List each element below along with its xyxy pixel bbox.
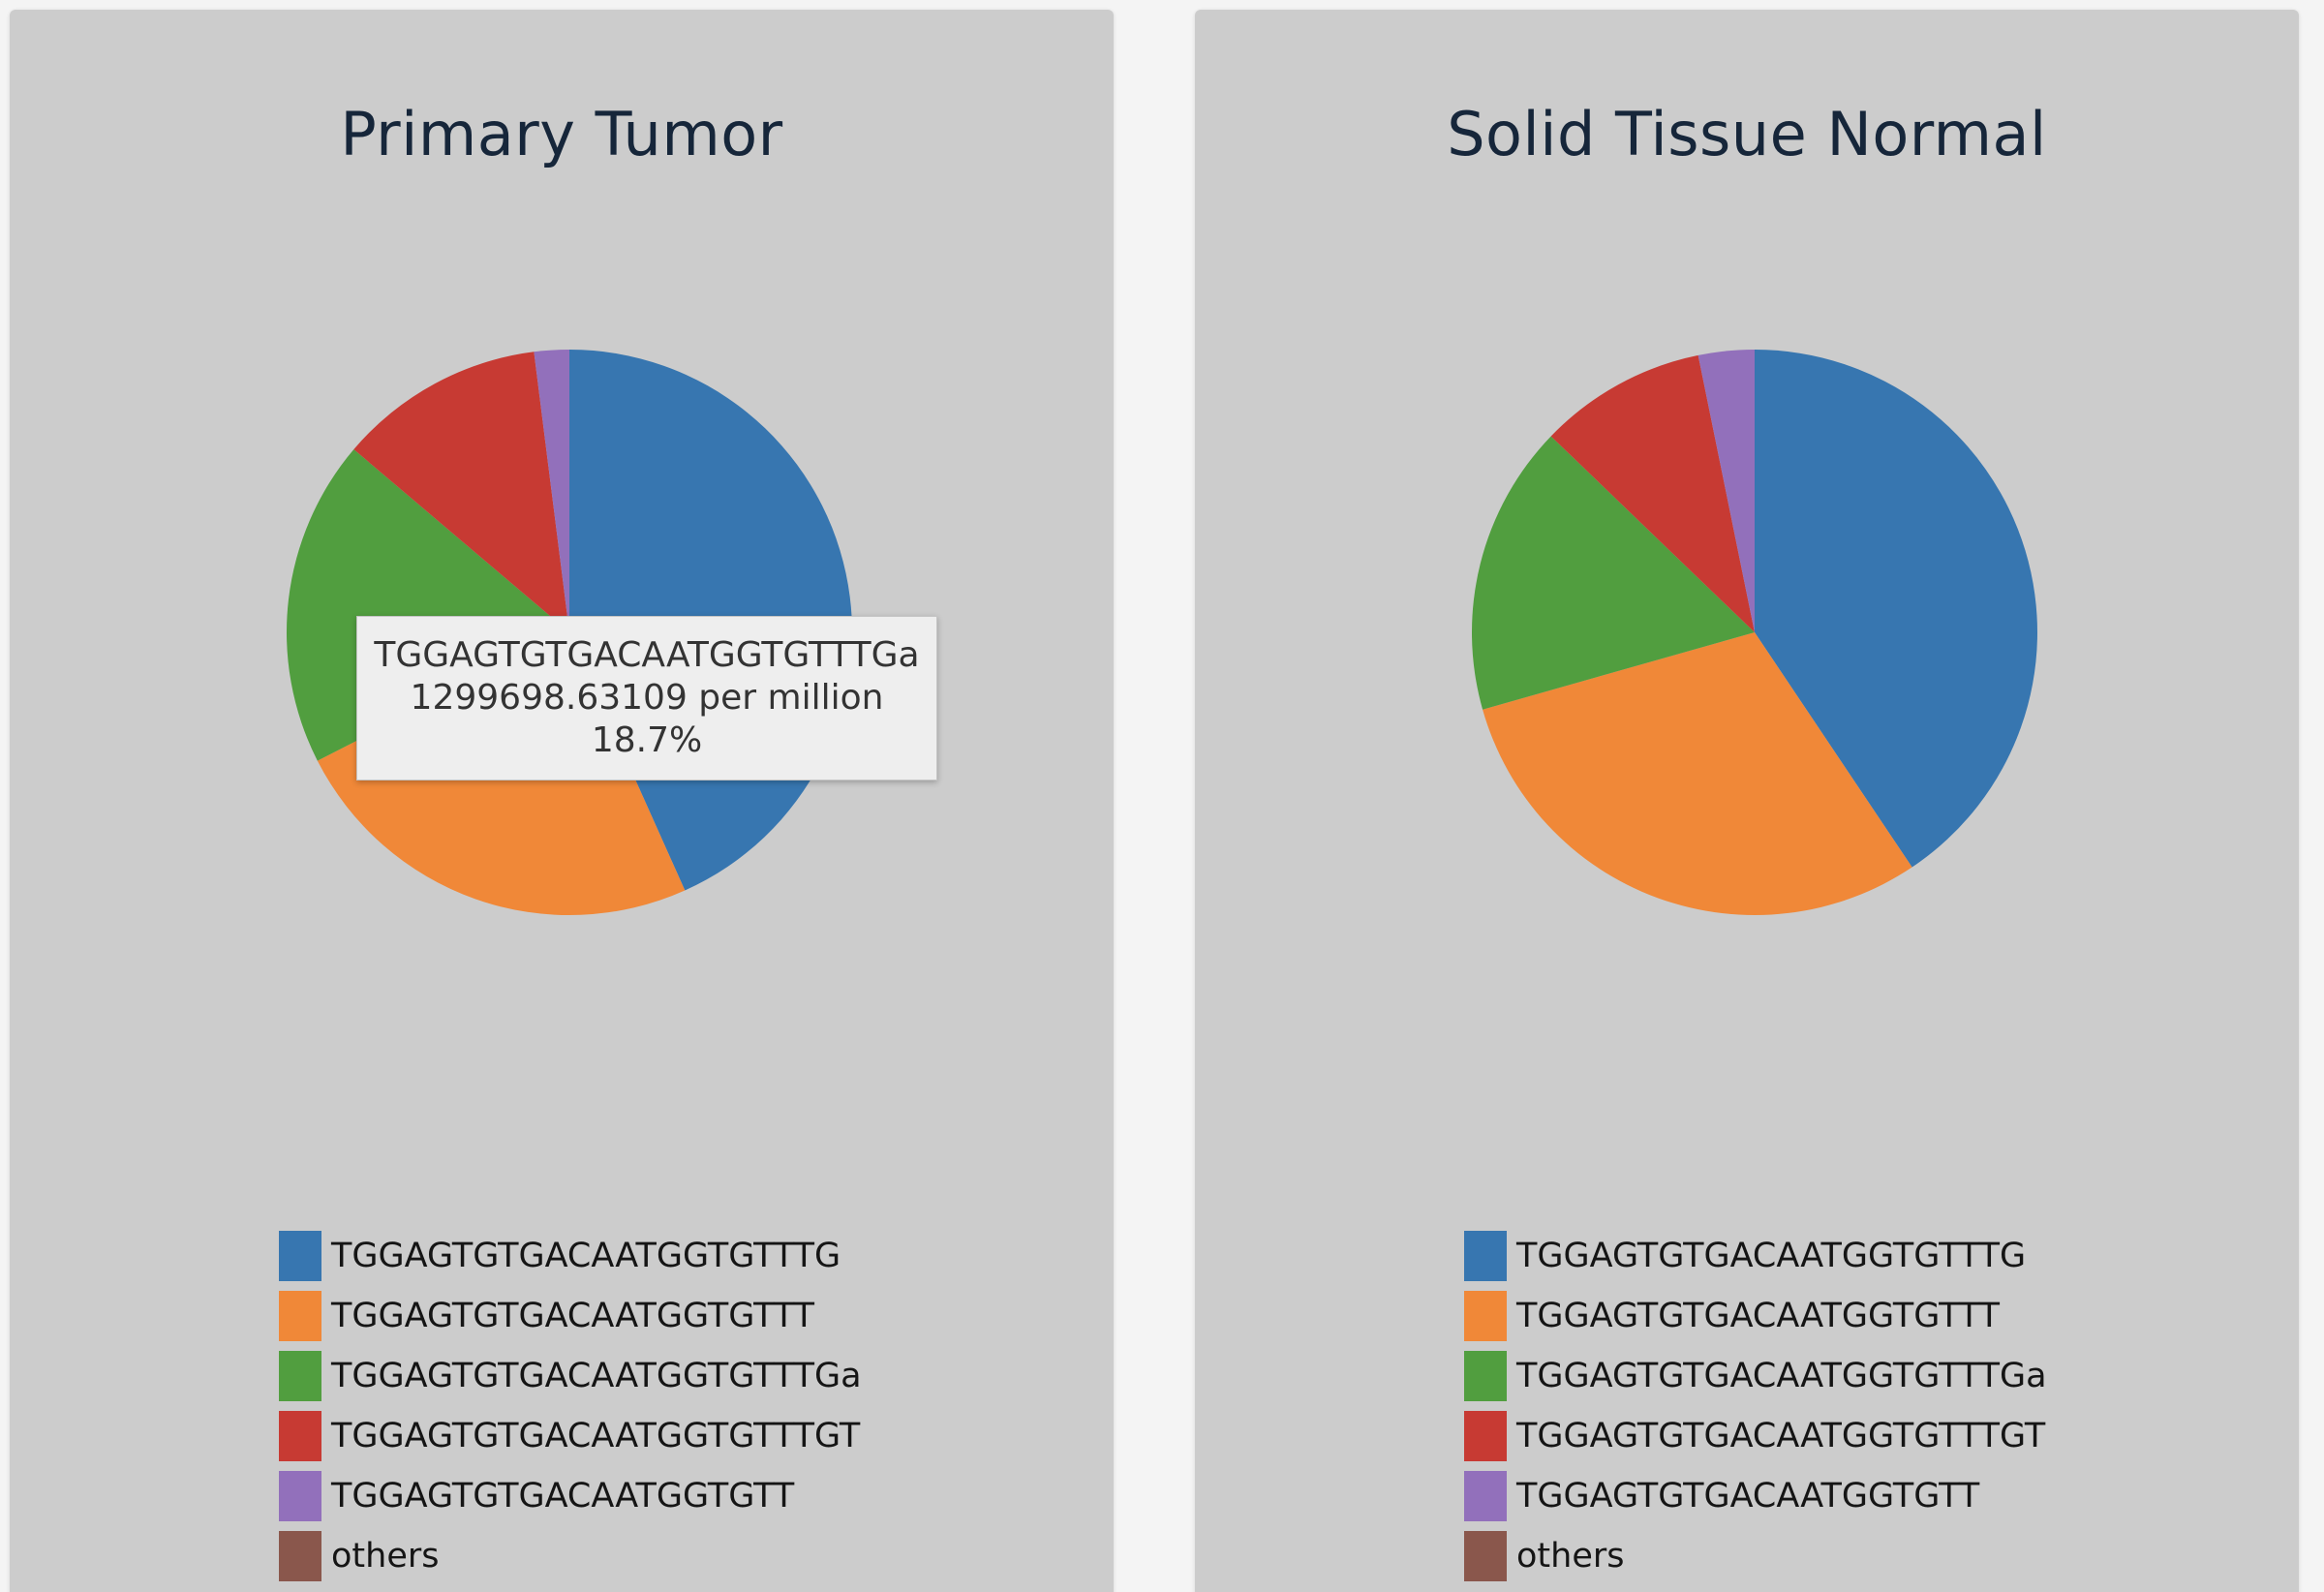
pie-slice[interactable] xyxy=(1550,354,1755,632)
legend-item[interactable]: others xyxy=(1464,1526,2047,1586)
chart-title: Solid Tissue Normal xyxy=(1447,99,2047,169)
legend-swatch xyxy=(1464,1531,1507,1581)
legend-item[interactable]: TGGAGTGTGACAATGGTGTT xyxy=(279,1466,862,1526)
legend-item[interactable]: TGGAGTGTGACAATGGTGTTTGa xyxy=(1464,1346,2047,1406)
legend-label: TGGAGTGTGACAATGGTGTTT xyxy=(1516,1297,2001,1335)
legend-item[interactable]: TGGAGTGTGACAATGGTGTTT xyxy=(1464,1286,2047,1346)
legend-swatch xyxy=(1464,1231,1507,1281)
legend-label: TGGAGTGTGACAATGGTGTT xyxy=(331,1477,795,1515)
legend-swatch xyxy=(279,1411,321,1461)
solid-tissue-normal-pie-chart xyxy=(1472,350,2037,915)
legend-item[interactable]: TGGAGTGTGACAATGGTGTTTG xyxy=(1464,1226,2047,1286)
legend-swatch xyxy=(279,1531,321,1581)
legend-item[interactable]: TGGAGTGTGACAATGGTGTTTGT xyxy=(279,1406,862,1466)
legend-swatch xyxy=(279,1471,321,1521)
legend-item[interactable]: TGGAGTGTGACAATGGTGTTTG xyxy=(279,1226,862,1286)
legend-item[interactable]: others xyxy=(279,1526,862,1586)
legend-swatch xyxy=(1464,1351,1507,1401)
legend-swatch xyxy=(1464,1471,1507,1521)
tooltip-percent: 18.7% xyxy=(591,720,703,760)
legend-label: TGGAGTGTGACAATGGTGTTTG xyxy=(1516,1237,2027,1275)
legend-label: TGGAGTGTGACAATGGTGTTTG xyxy=(331,1237,841,1275)
pie-slice[interactable] xyxy=(1755,350,2037,868)
chart-title: Primary Tumor xyxy=(340,99,783,169)
pie-slice[interactable] xyxy=(534,350,569,632)
legend-swatch xyxy=(279,1351,321,1401)
legend-label: TGGAGTGTGACAATGGTGTTTGT xyxy=(331,1417,861,1455)
legend-label: TGGAGTGTGACAATGGTGTTTGa xyxy=(1516,1357,2047,1395)
legend-swatch xyxy=(279,1231,321,1281)
chart-legend: TGGAGTGTGACAATGGTGTTTG TGGAGTGTGACAATGGT… xyxy=(1464,1226,2047,1586)
legend-label: TGGAGTGTGACAATGGTGTT xyxy=(1516,1477,1980,1515)
legend-swatch xyxy=(1464,1291,1507,1341)
tooltip-series-name: TGGAGTGTGACAATGGTGTTTGa xyxy=(374,635,920,675)
legend-swatch xyxy=(1464,1411,1507,1461)
legend-swatch xyxy=(279,1291,321,1341)
legend-label: TGGAGTGTGACAATGGTGTTT xyxy=(331,1297,815,1335)
pie-slice[interactable] xyxy=(353,352,569,632)
pie-slice[interactable] xyxy=(1697,350,1755,632)
solid-tissue-normal-panel: Solid Tissue Normal TGGAGTGTGACAATGGTGTT… xyxy=(1195,10,2299,1592)
pie-slice[interactable] xyxy=(1472,436,1755,710)
legend-label: TGGAGTGTGACAATGGTGTTTGa xyxy=(331,1357,862,1395)
legend-label: TGGAGTGTGACAATGGTGTTTGT xyxy=(1516,1417,2046,1455)
primary-tumor-panel: Primary Tumor TGGAGTGTGACAATGGTGTTTG TGG… xyxy=(10,10,1114,1592)
legend-item[interactable]: TGGAGTGTGACAATGGTGTTTGT xyxy=(1464,1406,2047,1466)
legend-item[interactable]: TGGAGTGTGACAATGGTGTT xyxy=(1464,1466,2047,1526)
pie-slice[interactable] xyxy=(1483,632,1912,915)
legend-label: others xyxy=(1516,1537,1625,1576)
chart-legend: TGGAGTGTGACAATGGTGTTTG TGGAGTGTGACAATGGT… xyxy=(279,1226,862,1586)
legend-label: others xyxy=(331,1537,440,1576)
legend-item[interactable]: TGGAGTGTGACAATGGTGTTT xyxy=(279,1286,862,1346)
tooltip-value: 1299698.63109 per million xyxy=(410,678,884,718)
legend-item[interactable]: TGGAGTGTGACAATGGTGTTTGa xyxy=(279,1346,862,1406)
slice-tooltip: TGGAGTGTGACAATGGTGTTTGa 1299698.63109 pe… xyxy=(356,616,937,781)
